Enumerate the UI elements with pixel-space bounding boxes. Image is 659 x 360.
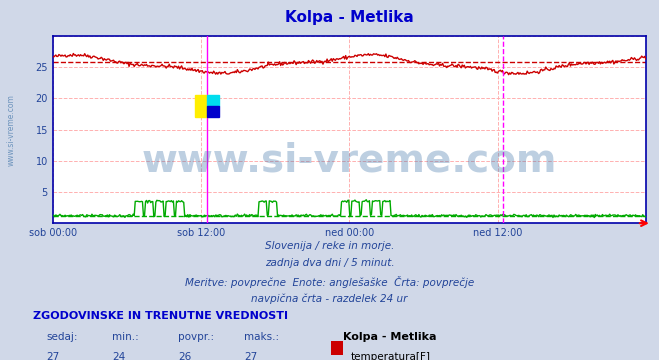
Text: 27: 27 — [244, 352, 257, 360]
Text: navpična črta - razdelek 24 ur: navpična črta - razdelek 24 ur — [251, 293, 408, 303]
Text: temperatura[F]: temperatura[F] — [351, 352, 430, 360]
Text: 24: 24 — [112, 352, 125, 360]
Text: maks.:: maks.: — [244, 332, 279, 342]
Text: 26: 26 — [178, 352, 191, 360]
Text: www.si-vreme.com: www.si-vreme.com — [7, 94, 16, 166]
Text: Kolpa - Metlika: Kolpa - Metlika — [285, 10, 414, 25]
Text: Kolpa - Metlika: Kolpa - Metlika — [343, 332, 436, 342]
Bar — [195, 95, 207, 117]
Text: sedaj:: sedaj: — [46, 332, 78, 342]
Text: min.:: min.: — [112, 332, 139, 342]
Text: ZGODOVINSKE IN TRENUTNE VREDNOSTI: ZGODOVINSKE IN TRENUTNE VREDNOSTI — [33, 311, 288, 321]
Bar — [207, 95, 219, 106]
Bar — [207, 106, 219, 117]
Text: 27: 27 — [46, 352, 59, 360]
Text: Meritve: povprečne  Enote: anglešaške  Črta: povprečje: Meritve: povprečne Enote: anglešaške Črt… — [185, 276, 474, 288]
Text: Slovenija / reke in morje.: Slovenija / reke in morje. — [265, 241, 394, 251]
Text: www.si-vreme.com: www.si-vreme.com — [142, 142, 557, 180]
Text: povpr.:: povpr.: — [178, 332, 214, 342]
Text: zadnja dva dni / 5 minut.: zadnja dva dni / 5 minut. — [265, 258, 394, 269]
